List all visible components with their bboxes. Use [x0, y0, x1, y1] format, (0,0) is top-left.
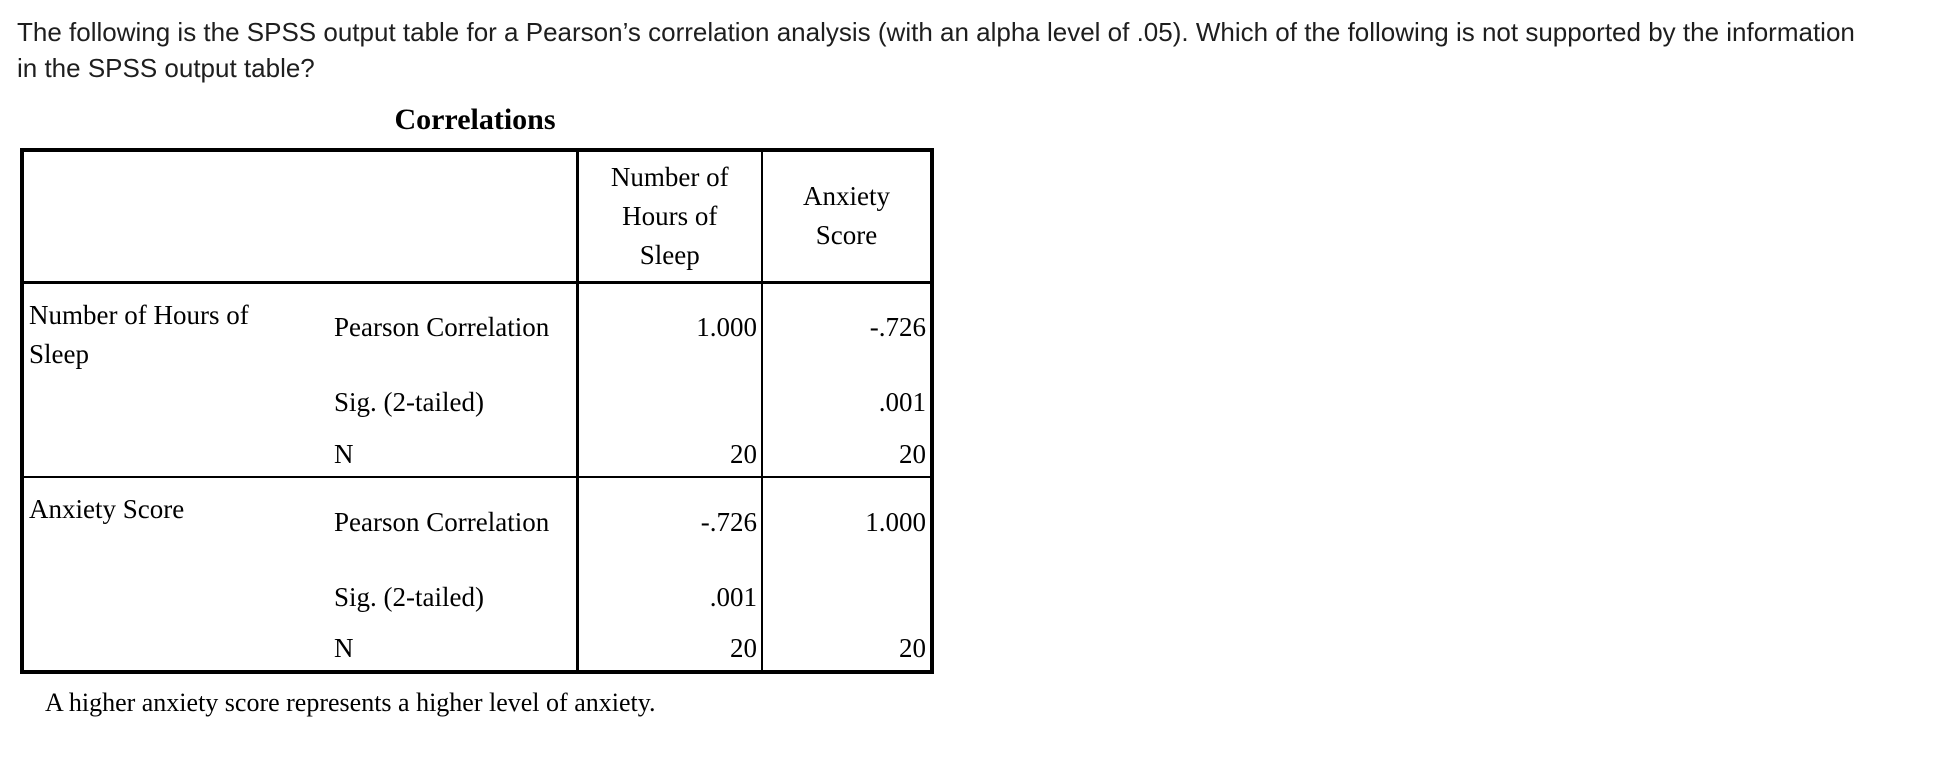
stat-label-n: N [334, 633, 354, 663]
value-cell: 20 [761, 627, 932, 672]
column-header-sleep: Number of Hours of Sleep [575, 150, 762, 284]
column-header-anxiety: Anxiety Score [761, 150, 932, 284]
spss-output-block: Correlations Number of Hours of Sleep An… [20, 102, 934, 720]
value-cell: .001 [575, 567, 762, 627]
question-text: The following is the SPSS output table f… [17, 14, 1934, 86]
table-row: N 20 20 [22, 432, 932, 477]
table-row: Number of Hours of Sleep Pearson Correla… [22, 282, 932, 372]
correlations-table: Number of Hours of Sleep Anxiety Score N… [20, 148, 934, 674]
stat-label-sig: Sig. (2-tailed) [334, 581, 484, 612]
stat-label-pearson: Pearson Correlation [334, 312, 550, 343]
value-cell: -.726 [575, 477, 762, 567]
value-cell: 20 [575, 432, 762, 477]
row-label-anxiety: Anxiety Score [29, 494, 185, 524]
table-footnote: A higher anxiety score represents a high… [45, 688, 656, 717]
table-title: Correlations [394, 103, 556, 136]
value-cell [761, 567, 932, 627]
value-cell: 20 [761, 432, 932, 477]
stat-label-pearson: Pearson Correlation [334, 507, 550, 537]
value-cell: 1.000 [575, 282, 762, 372]
value-cell [575, 372, 762, 432]
stat-label-n: N [334, 438, 354, 469]
header-row: Number of Hours of Sleep Anxiety Score [22, 150, 932, 284]
value-cell: -.726 [761, 282, 932, 372]
row-group-sleep: Number of Hours of Sleep Pearson Correla… [22, 282, 932, 477]
question-line-1: The following is the SPSS output table f… [17, 17, 1855, 47]
row-label-sleep: Number of Hours of Sleep [29, 299, 249, 369]
header-empty-cell [22, 150, 577, 284]
table-row: Anxiety Score Pearson Correlation -.726 … [22, 477, 932, 567]
table-row: N 20 20 [22, 627, 932, 672]
value-cell: 20 [575, 627, 762, 672]
table-row: Sig. (2-tailed) .001 [22, 372, 932, 432]
table-row: Sig. (2-tailed) .001 [22, 567, 932, 627]
value-cell: .001 [761, 372, 932, 432]
row-group-anxiety: Anxiety Score Pearson Correlation -.726 … [22, 477, 932, 672]
question-line-2: in the SPSS output table? [17, 53, 315, 83]
value-cell: 1.000 [761, 477, 932, 567]
stat-label-sig: Sig. (2-tailed) [334, 386, 484, 417]
